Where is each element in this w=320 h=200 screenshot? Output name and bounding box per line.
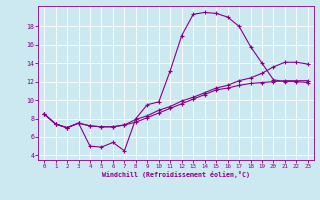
X-axis label: Windchill (Refroidissement éolien,°C): Windchill (Refroidissement éolien,°C): [102, 171, 250, 178]
